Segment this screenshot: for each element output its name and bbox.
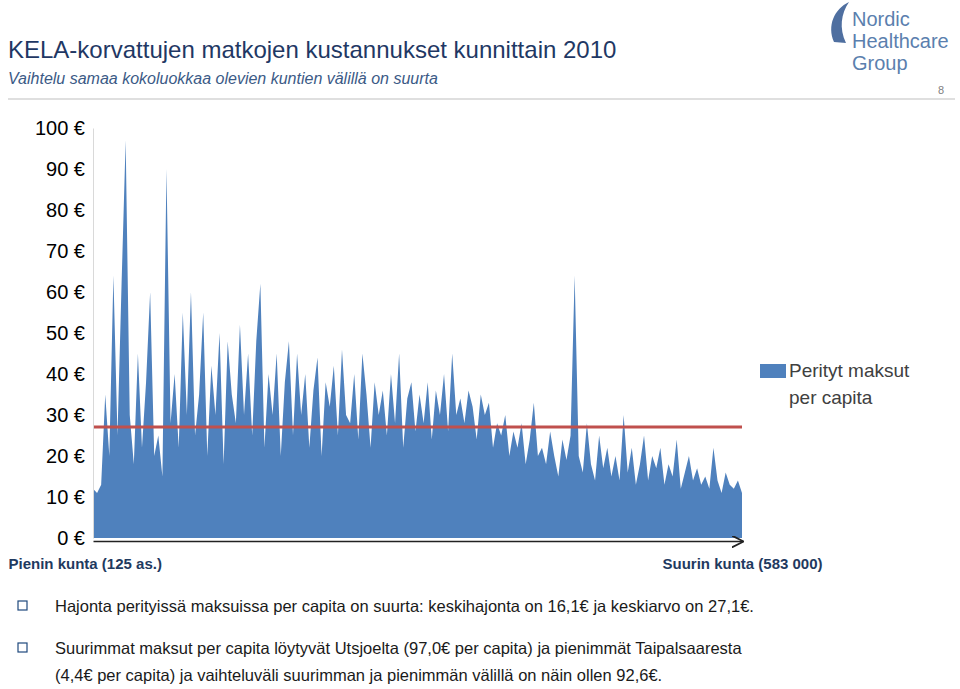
y-tick-label: 20 € bbox=[46, 445, 85, 467]
y-tick: 0 € bbox=[57, 527, 93, 549]
logo-swoosh bbox=[831, 2, 849, 43]
x-axis-line bbox=[94, 541, 743, 543]
x-axis: Pienin kunta (125 as.) Suurin kunta (583 … bbox=[9, 542, 823, 572]
y-axis-line bbox=[93, 129, 94, 539]
bullet-icon bbox=[18, 643, 27, 652]
y-tick: 60 € bbox=[46, 281, 93, 303]
mean-line bbox=[93, 425, 742, 428]
y-tick: 80 € bbox=[46, 199, 93, 221]
plot-area bbox=[93, 140, 742, 538]
y-tick-label: 100 € bbox=[35, 117, 85, 139]
logo-text: Healthcare bbox=[852, 30, 949, 52]
y-tick-label: 10 € bbox=[46, 486, 85, 508]
bullet-text: (4,4€ per capita) ja vaihteluväli suurim… bbox=[55, 666, 662, 684]
y-tick-label: 60 € bbox=[46, 281, 85, 303]
y-tick: 40 € bbox=[46, 363, 93, 385]
y-tick-label: 80 € bbox=[46, 199, 85, 221]
legend-swatch bbox=[760, 364, 786, 378]
y-tick-label: 90 € bbox=[46, 158, 85, 180]
y-tick-label: 0 € bbox=[57, 527, 85, 549]
area-series bbox=[93, 140, 742, 538]
x-tick: Suurin kunta (583 000) bbox=[662, 555, 822, 572]
header-rule bbox=[8, 99, 955, 100]
y-axis: 0 € 10 € 20 € 30 € 40 € 50 € 60 € 70 € 80 € 90 € 1… bbox=[35, 117, 94, 549]
y-tick: 100 € bbox=[35, 117, 93, 139]
logo-text: Group bbox=[852, 52, 908, 74]
logo-text: Nordic bbox=[852, 8, 910, 30]
legend-label: Perityt maksutper capita bbox=[789, 360, 910, 408]
y-tick-label: 70 € bbox=[46, 240, 85, 262]
title: KELA-korvattujen matkojen kustannukset k… bbox=[8, 36, 616, 63]
y-tick-label: 50 € bbox=[46, 322, 85, 344]
y-tick: 10 € bbox=[46, 486, 93, 508]
y-tick: 50 € bbox=[46, 322, 93, 344]
x-tick-label: Suurin kunta (583 000) bbox=[662, 555, 822, 572]
bullet-text: Hajonta perityissä maksuissa per capita … bbox=[55, 597, 754, 615]
y-tick: 30 € bbox=[46, 404, 93, 426]
y-tick: 20 € bbox=[46, 445, 93, 467]
x-tick: Pienin kunta (125 as.) bbox=[9, 555, 162, 572]
y-tick-label: 40 € bbox=[46, 363, 85, 385]
x-tick-label: Pienin kunta (125 as.) bbox=[9, 555, 162, 572]
page-number: 8 bbox=[938, 84, 944, 96]
bullet-icon bbox=[18, 601, 27, 610]
bullet-text: Suurimmat maksut per capita löytyvät Uts… bbox=[55, 639, 742, 657]
y-tick: 70 € bbox=[46, 240, 93, 262]
slide-canvas: KELA-korvattujen matkojen kustannukset k… bbox=[0, 0, 960, 689]
y-tick-label: 30 € bbox=[46, 404, 85, 426]
y-tick: 90 € bbox=[46, 158, 93, 180]
slide: KELA-korvattujen matkojen kustannukset k… bbox=[0, 0, 960, 689]
subtitle: Vaihtelu samaa kokoluokkaa olevien kunti… bbox=[8, 70, 438, 87]
